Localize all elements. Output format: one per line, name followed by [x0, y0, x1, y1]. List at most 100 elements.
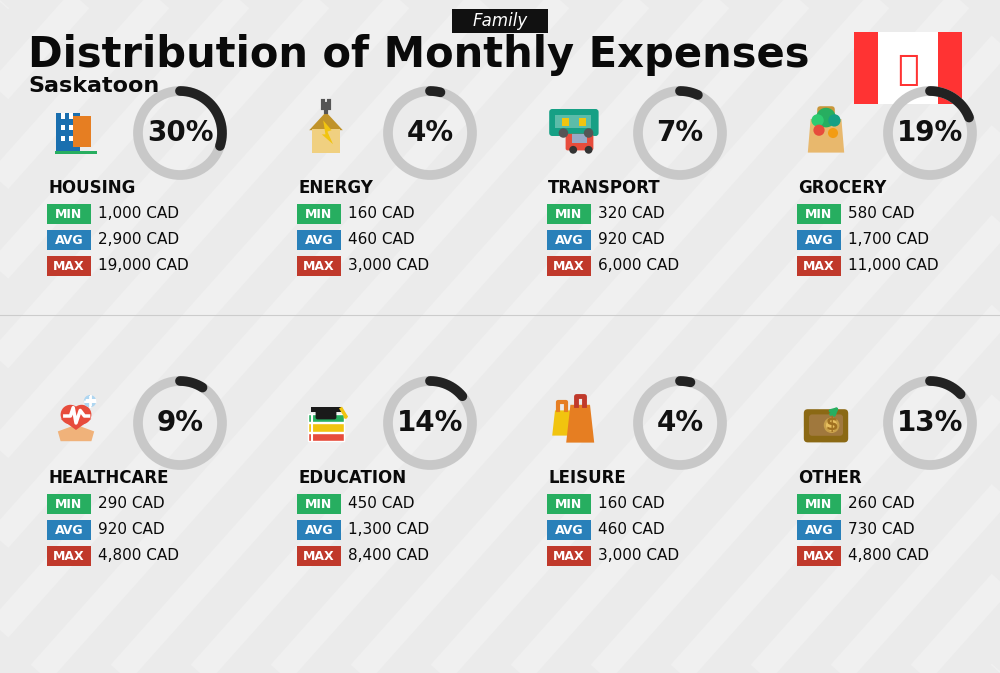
Circle shape: [559, 129, 568, 138]
Text: MAX: MAX: [553, 260, 585, 273]
FancyBboxPatch shape: [547, 494, 591, 514]
FancyBboxPatch shape: [47, 204, 91, 224]
FancyBboxPatch shape: [797, 520, 841, 540]
FancyBboxPatch shape: [69, 113, 73, 119]
Text: 450 CAD: 450 CAD: [348, 497, 415, 511]
Text: 580 CAD: 580 CAD: [848, 207, 914, 221]
FancyBboxPatch shape: [61, 125, 65, 130]
Text: 30%: 30%: [147, 119, 213, 147]
Text: AVG: AVG: [305, 524, 333, 536]
Text: 1,300 CAD: 1,300 CAD: [348, 522, 429, 538]
Text: 3,000 CAD: 3,000 CAD: [348, 258, 429, 273]
Text: 320 CAD: 320 CAD: [598, 207, 665, 221]
Text: MIN: MIN: [305, 207, 333, 221]
FancyBboxPatch shape: [297, 520, 341, 540]
Text: GROCERY: GROCERY: [798, 179, 886, 197]
FancyBboxPatch shape: [47, 494, 91, 514]
Text: 3,000 CAD: 3,000 CAD: [598, 548, 679, 563]
FancyBboxPatch shape: [797, 256, 841, 276]
FancyBboxPatch shape: [297, 546, 341, 566]
Text: TRANSPORT: TRANSPORT: [548, 179, 661, 197]
Polygon shape: [552, 411, 576, 435]
Text: 1,000 CAD: 1,000 CAD: [98, 207, 179, 221]
Text: 14%: 14%: [397, 409, 463, 437]
Text: AVG: AVG: [55, 524, 83, 536]
Polygon shape: [808, 119, 844, 153]
Text: MIN: MIN: [55, 207, 83, 221]
FancyBboxPatch shape: [47, 546, 91, 566]
Text: 4,800 CAD: 4,800 CAD: [848, 548, 929, 563]
FancyBboxPatch shape: [297, 256, 341, 276]
Text: 460 CAD: 460 CAD: [348, 232, 415, 248]
Text: 7%: 7%: [656, 119, 704, 147]
FancyBboxPatch shape: [297, 494, 341, 514]
Circle shape: [826, 420, 837, 431]
Text: 19%: 19%: [897, 119, 963, 147]
FancyBboxPatch shape: [572, 135, 587, 143]
Text: 730 CAD: 730 CAD: [848, 522, 915, 538]
Text: 11,000 CAD: 11,000 CAD: [848, 258, 939, 273]
Text: ENERGY: ENERGY: [298, 179, 373, 197]
FancyBboxPatch shape: [55, 151, 97, 154]
Text: MIN: MIN: [555, 207, 583, 221]
Circle shape: [344, 415, 348, 419]
Text: MIN: MIN: [805, 207, 833, 221]
FancyBboxPatch shape: [797, 230, 841, 250]
FancyBboxPatch shape: [547, 230, 591, 250]
FancyBboxPatch shape: [61, 136, 65, 141]
FancyBboxPatch shape: [797, 204, 841, 224]
FancyBboxPatch shape: [73, 116, 91, 147]
FancyBboxPatch shape: [562, 118, 569, 126]
Polygon shape: [58, 426, 94, 441]
Text: HOUSING: HOUSING: [48, 179, 135, 197]
Text: 460 CAD: 460 CAD: [598, 522, 665, 538]
Text: MAX: MAX: [803, 260, 835, 273]
Text: 260 CAD: 260 CAD: [848, 497, 915, 511]
Text: HEALTHCARE: HEALTHCARE: [48, 469, 168, 487]
FancyBboxPatch shape: [547, 546, 591, 566]
Circle shape: [816, 108, 836, 127]
Text: AVG: AVG: [555, 524, 583, 536]
FancyBboxPatch shape: [555, 115, 591, 128]
FancyBboxPatch shape: [312, 129, 340, 153]
FancyBboxPatch shape: [804, 409, 848, 442]
FancyBboxPatch shape: [938, 32, 962, 104]
Circle shape: [813, 125, 825, 136]
Text: MAX: MAX: [303, 260, 335, 273]
FancyBboxPatch shape: [297, 230, 341, 250]
Text: 2,900 CAD: 2,900 CAD: [98, 232, 179, 248]
Text: 4%: 4%: [406, 119, 454, 147]
Text: Distribution of Monthly Expenses: Distribution of Monthly Expenses: [28, 34, 810, 76]
Circle shape: [61, 404, 80, 425]
Text: $: $: [825, 416, 838, 434]
Text: 🍁: 🍁: [897, 53, 919, 87]
Text: MAX: MAX: [803, 549, 835, 563]
Circle shape: [72, 404, 91, 425]
FancyBboxPatch shape: [809, 415, 843, 436]
Text: MAX: MAX: [553, 549, 585, 563]
Text: AVG: AVG: [805, 524, 833, 536]
Text: 6,000 CAD: 6,000 CAD: [598, 258, 679, 273]
Text: 4%: 4%: [656, 409, 704, 437]
Text: AVG: AVG: [55, 234, 83, 246]
FancyBboxPatch shape: [47, 230, 91, 250]
Circle shape: [569, 146, 577, 153]
Text: AVG: AVG: [555, 234, 583, 246]
Text: MAX: MAX: [303, 549, 335, 563]
Text: 1,700 CAD: 1,700 CAD: [848, 232, 929, 248]
Text: AVG: AVG: [305, 234, 333, 246]
Circle shape: [828, 128, 838, 138]
Text: AVG: AVG: [805, 234, 833, 246]
Text: MAX: MAX: [53, 549, 85, 563]
FancyBboxPatch shape: [297, 204, 341, 224]
Circle shape: [811, 114, 824, 127]
FancyBboxPatch shape: [308, 423, 344, 431]
FancyBboxPatch shape: [549, 109, 599, 136]
Text: 920 CAD: 920 CAD: [598, 232, 665, 248]
Text: Family: Family: [472, 12, 528, 30]
Text: MIN: MIN: [55, 497, 83, 511]
FancyBboxPatch shape: [854, 32, 878, 104]
Polygon shape: [322, 120, 333, 144]
FancyBboxPatch shape: [452, 9, 548, 33]
Text: MIN: MIN: [555, 497, 583, 511]
